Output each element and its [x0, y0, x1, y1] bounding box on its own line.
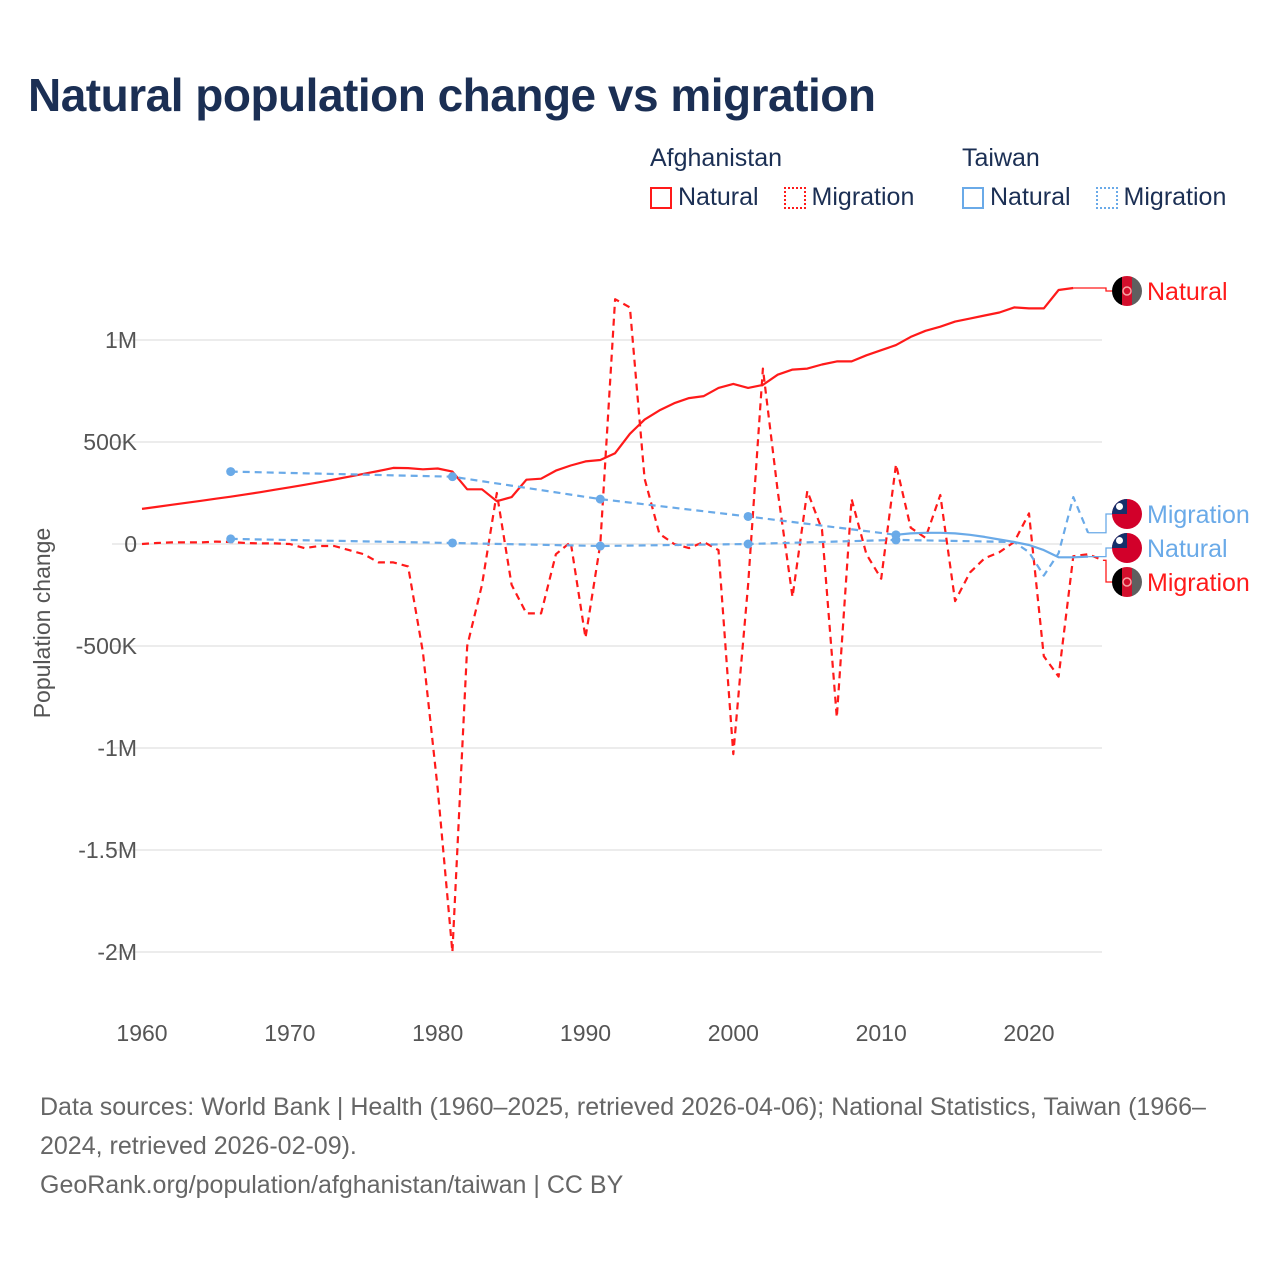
x-tick-label: 2010: [856, 1020, 907, 1046]
legend-item-taiwan-migration[interactable]: Migration: [1095, 183, 1227, 212]
series-line: [230, 496, 1090, 577]
afghanistan-flag-icon: [1112, 567, 1142, 597]
end-label-taiwan-natural: Natural: [1088, 533, 1228, 563]
data-point: [226, 534, 236, 544]
legend-item-taiwan-natural[interactable]: Natural: [962, 183, 1071, 212]
x-tick-label: 2000: [708, 1020, 759, 1046]
flag-sun: [1116, 537, 1123, 544]
x-tick-label: 1960: [116, 1020, 167, 1046]
flag-stripe: [1112, 567, 1122, 597]
legend-item-afghanistan-migration[interactable]: Migration: [783, 183, 915, 212]
data-point: [891, 535, 901, 545]
series-afghanistan-migration: [141, 298, 1104, 954]
x-tick-label: 1990: [560, 1020, 611, 1046]
legend-item-afghanistan-natural[interactable]: Natural: [650, 183, 759, 212]
legend-group-taiwan: Taiwan Natural Migration: [962, 144, 1226, 216]
x-tick-label: 2020: [1003, 1020, 1054, 1046]
y-tick-label: 0: [124, 531, 137, 557]
end-label-text: Migration: [1147, 569, 1250, 597]
data-point: [447, 538, 457, 548]
data-point: [595, 494, 605, 504]
legend-swatch-dotted: [783, 186, 806, 209]
end-label-text: Natural: [1147, 278, 1228, 306]
legend-swatch-solid: [650, 186, 672, 209]
series-taiwan-migration: [226, 496, 1090, 577]
legend-label: Migration: [1123, 183, 1227, 211]
y-tick-label: -2M: [97, 939, 137, 965]
series-line: [141, 286, 1074, 510]
legend-group-title: Taiwan: [962, 144, 1040, 172]
flag-emblem: [1122, 577, 1132, 587]
connector-line: [1088, 547, 1113, 558]
end-label-text: Migration: [1147, 501, 1250, 529]
legend-label: Natural: [678, 183, 759, 211]
taiwan-flag-icon: [1112, 533, 1142, 563]
footer: Data sources: World Bank | Health (1960–…: [40, 1088, 1260, 1205]
y-tick-label: -1M: [97, 735, 137, 761]
taiwan-flag-icon: [1112, 499, 1142, 529]
legend-label: Migration: [811, 183, 915, 211]
connector-line: [1073, 287, 1113, 292]
y-tick-label: -1.5M: [78, 837, 137, 863]
connector-line: [1088, 513, 1113, 534]
data-point: [595, 541, 605, 551]
y-axis-title: Population change: [29, 528, 55, 719]
end-label-text: Natural: [1147, 535, 1228, 563]
flag-stripe: [1112, 276, 1122, 306]
flag-sun: [1116, 503, 1123, 510]
series-line-sparse: [230, 470, 897, 536]
legend-group-title: Afghanistan: [650, 144, 783, 172]
legend-swatch-solid: [962, 186, 984, 209]
flag-stripe: [1132, 567, 1142, 597]
y-tick-label: 500K: [83, 429, 137, 455]
data-point: [447, 472, 457, 482]
afghanistan-flag-icon: [1112, 276, 1142, 306]
data-point: [743, 511, 753, 521]
data-point: [226, 467, 236, 477]
y-tick-label: 1M: [105, 327, 137, 353]
y-tick-label: -500K: [76, 633, 138, 659]
x-tick-label: 1970: [264, 1020, 315, 1046]
flag-emblem: [1122, 286, 1132, 296]
legend-group-afghanistan: Afghanistan Natural Migration: [650, 144, 932, 216]
series-line: [141, 298, 1104, 954]
flag-stripe: [1122, 276, 1132, 306]
flag-stripe: [1122, 567, 1132, 597]
data-sources: Data sources: World Bank | Health (1960–…: [40, 1093, 1206, 1160]
legend-swatch-dotted: [1095, 186, 1118, 209]
line-chart: 1M 500K 0 -500K -1M -1.5M -2M 1960 1970 1980 1990 2…: [29, 276, 1250, 1046]
chart-title: Natural population change vs migration: [28, 69, 876, 121]
flag-stripe: [1132, 276, 1142, 306]
end-label-afghanistan-migration: Migration: [1102, 559, 1250, 597]
end-label-afghanistan-natural: Natural: [1073, 276, 1228, 306]
x-tick-label: 1980: [412, 1020, 463, 1046]
credit-link[interactable]: GeoRank.org/population/afghanistan/taiwa…: [40, 1171, 624, 1199]
data-point: [743, 539, 753, 549]
legend-label: Natural: [990, 183, 1071, 211]
series-afghanistan-natural: [141, 286, 1074, 510]
connector-line: [1102, 559, 1113, 583]
end-label-taiwan-migration: Migration: [1088, 499, 1250, 534]
